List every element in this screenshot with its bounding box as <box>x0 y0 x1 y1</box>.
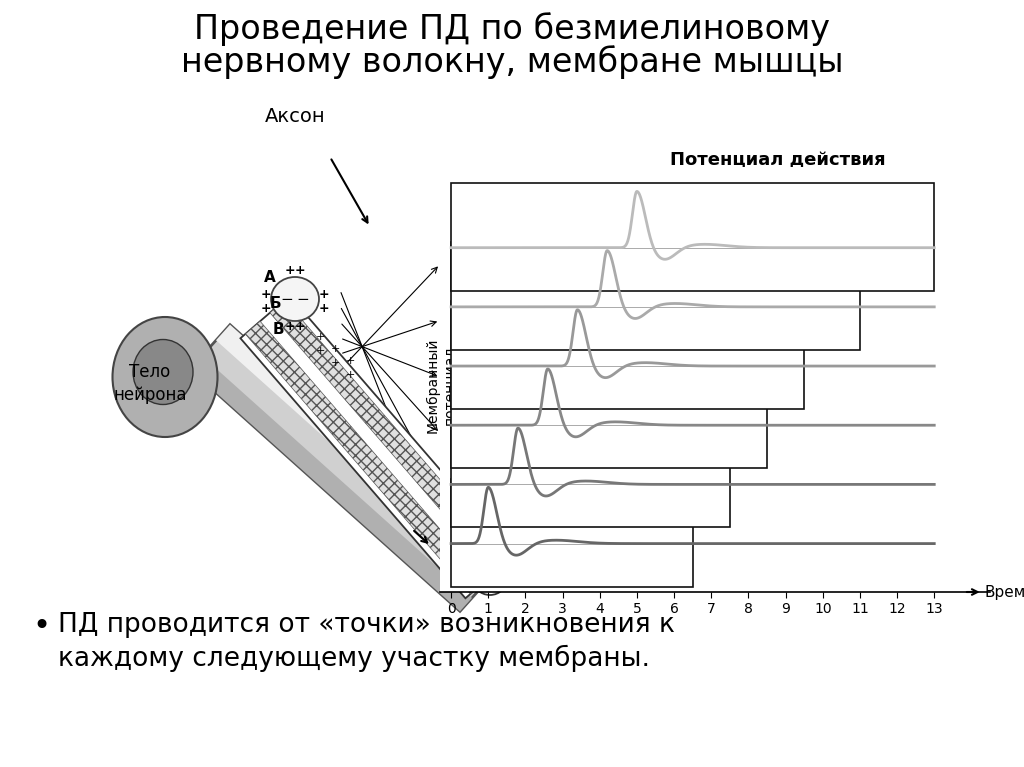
Bar <box>452 183 934 291</box>
Polygon shape <box>190 324 500 611</box>
Text: А: А <box>264 269 275 285</box>
Text: +: + <box>331 344 340 354</box>
Bar <box>452 420 730 528</box>
Text: +: + <box>261 288 271 301</box>
Polygon shape <box>241 296 515 598</box>
Text: каждому следующему участку мембраны.: каждому следующему участку мембраны. <box>58 645 650 672</box>
Text: ПД проводится от «точки» возникновения к: ПД проводится от «точки» возникновения к <box>58 612 675 638</box>
Text: +: + <box>295 265 305 278</box>
Text: +: + <box>285 321 295 334</box>
Text: •: • <box>32 612 50 641</box>
Text: Аксон: Аксон <box>264 107 326 127</box>
Text: −: − <box>297 291 309 307</box>
Text: Время,мс: Время,мс <box>984 584 1024 600</box>
Text: Потенциал действия: Потенциал действия <box>670 151 886 169</box>
Text: +: + <box>318 288 330 301</box>
Polygon shape <box>190 356 472 611</box>
Text: +: + <box>261 302 271 315</box>
Ellipse shape <box>113 317 217 437</box>
Bar <box>452 301 804 409</box>
Text: +: + <box>315 346 325 356</box>
Text: +: + <box>345 370 354 380</box>
Text: Проведение ПД по безмиелиновому: Проведение ПД по безмиелиновому <box>194 12 830 46</box>
Text: +: + <box>331 358 340 368</box>
Polygon shape <box>270 300 510 573</box>
Ellipse shape <box>271 277 319 321</box>
Text: Тело: Тело <box>129 363 171 381</box>
Text: +: + <box>295 321 305 334</box>
Text: +: + <box>345 356 354 366</box>
Text: +: + <box>318 302 330 315</box>
Text: Б: Б <box>269 297 281 311</box>
Text: −: − <box>281 291 293 307</box>
Bar <box>452 479 692 587</box>
Text: +: + <box>315 332 325 342</box>
Ellipse shape <box>472 559 508 595</box>
Bar <box>452 360 767 469</box>
Text: Мембранный
потенциал: Мембранный потенциал <box>426 337 456 433</box>
Text: В: В <box>272 322 284 337</box>
Polygon shape <box>246 321 485 594</box>
Text: нервному волокну, мембране мышцы: нервному волокну, мембране мышцы <box>180 45 844 79</box>
Bar <box>452 242 860 350</box>
Polygon shape <box>216 324 500 582</box>
Text: нейрона: нейрона <box>114 386 186 404</box>
Ellipse shape <box>133 340 193 404</box>
Text: +: + <box>285 265 295 278</box>
